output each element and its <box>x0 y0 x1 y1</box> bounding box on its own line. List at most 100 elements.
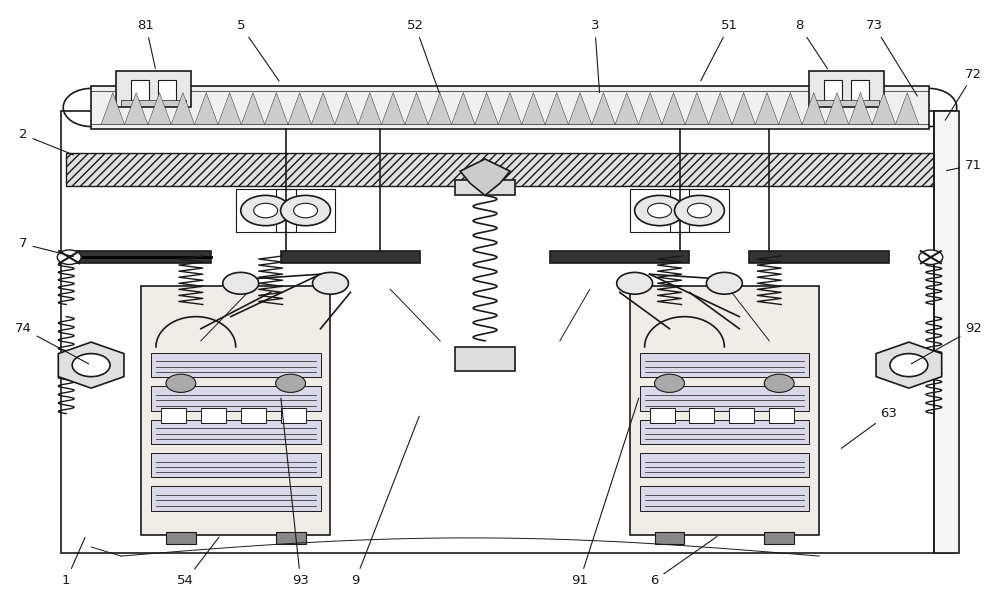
Text: 73: 73 <box>865 19 917 96</box>
Bar <box>729 408 754 423</box>
Circle shape <box>617 272 653 294</box>
Text: 8: 8 <box>795 19 828 69</box>
Polygon shape <box>358 93 381 124</box>
Polygon shape <box>825 93 849 124</box>
Bar <box>66 153 949 186</box>
Text: 1: 1 <box>62 537 85 587</box>
Bar <box>151 453 320 477</box>
Circle shape <box>919 250 943 264</box>
Bar <box>151 487 320 510</box>
Bar <box>630 286 819 535</box>
Polygon shape <box>405 93 428 124</box>
Bar <box>71 251 211 263</box>
Text: 91: 91 <box>571 398 639 587</box>
Bar <box>769 408 794 423</box>
Bar <box>640 353 809 377</box>
Circle shape <box>223 272 259 294</box>
Bar <box>131 80 149 102</box>
Bar <box>161 408 186 423</box>
Polygon shape <box>218 93 241 124</box>
Polygon shape <box>124 93 148 124</box>
Bar <box>281 408 306 423</box>
Circle shape <box>675 195 724 226</box>
Bar <box>61 110 954 553</box>
Polygon shape <box>895 93 919 124</box>
Bar <box>824 80 842 102</box>
Polygon shape <box>381 93 405 124</box>
Circle shape <box>281 195 330 226</box>
Text: 74: 74 <box>15 322 89 364</box>
Text: 52: 52 <box>407 19 439 93</box>
Text: 6: 6 <box>650 537 717 587</box>
Circle shape <box>57 250 81 264</box>
Circle shape <box>313 272 348 294</box>
Polygon shape <box>452 93 475 124</box>
Circle shape <box>655 374 684 392</box>
Circle shape <box>890 354 928 376</box>
Bar <box>455 347 515 371</box>
Bar <box>91 86 929 128</box>
Polygon shape <box>568 93 592 124</box>
Bar <box>640 386 809 410</box>
Polygon shape <box>460 159 510 195</box>
Polygon shape <box>148 93 171 124</box>
Bar <box>236 189 296 232</box>
Text: 2: 2 <box>19 128 74 155</box>
Bar <box>550 251 689 263</box>
Bar <box>670 189 729 232</box>
Bar <box>814 100 879 106</box>
Bar <box>158 80 176 102</box>
Bar <box>151 353 320 377</box>
Bar <box>151 386 320 410</box>
Polygon shape <box>638 93 662 124</box>
Text: 7: 7 <box>19 238 73 256</box>
Bar <box>276 532 306 544</box>
Bar <box>809 71 884 107</box>
Polygon shape <box>685 93 709 124</box>
Text: 81: 81 <box>138 19 155 68</box>
Circle shape <box>72 354 110 376</box>
Bar <box>764 532 794 544</box>
Text: 92: 92 <box>911 322 982 364</box>
Circle shape <box>241 195 291 226</box>
Bar <box>640 487 809 510</box>
Bar <box>630 189 689 232</box>
Bar <box>689 408 714 423</box>
Text: 5: 5 <box>236 19 279 81</box>
Bar <box>851 80 869 102</box>
Bar <box>151 420 320 444</box>
Polygon shape <box>545 93 568 124</box>
Circle shape <box>294 203 318 218</box>
Text: 93: 93 <box>281 398 309 587</box>
Polygon shape <box>311 93 335 124</box>
Text: 51: 51 <box>701 19 738 81</box>
Polygon shape <box>522 93 545 124</box>
Circle shape <box>635 195 684 226</box>
Text: 71: 71 <box>946 158 982 172</box>
Bar <box>166 532 196 544</box>
Polygon shape <box>241 93 265 124</box>
Polygon shape <box>709 93 732 124</box>
Polygon shape <box>662 93 685 124</box>
Bar <box>281 251 420 263</box>
Polygon shape <box>779 93 802 124</box>
Bar <box>934 110 959 553</box>
Polygon shape <box>802 93 825 124</box>
Bar <box>201 408 226 423</box>
Polygon shape <box>872 93 895 124</box>
Bar <box>121 100 186 106</box>
Polygon shape <box>171 93 195 124</box>
Polygon shape <box>592 93 615 124</box>
Polygon shape <box>876 342 942 388</box>
Circle shape <box>276 374 306 392</box>
Bar <box>455 180 515 195</box>
Polygon shape <box>335 93 358 124</box>
Polygon shape <box>195 93 218 124</box>
Polygon shape <box>428 93 452 124</box>
Polygon shape <box>615 93 638 124</box>
Polygon shape <box>849 93 872 124</box>
Bar <box>640 453 809 477</box>
Text: 63: 63 <box>841 407 897 448</box>
Text: 9: 9 <box>351 416 419 587</box>
Circle shape <box>706 272 742 294</box>
